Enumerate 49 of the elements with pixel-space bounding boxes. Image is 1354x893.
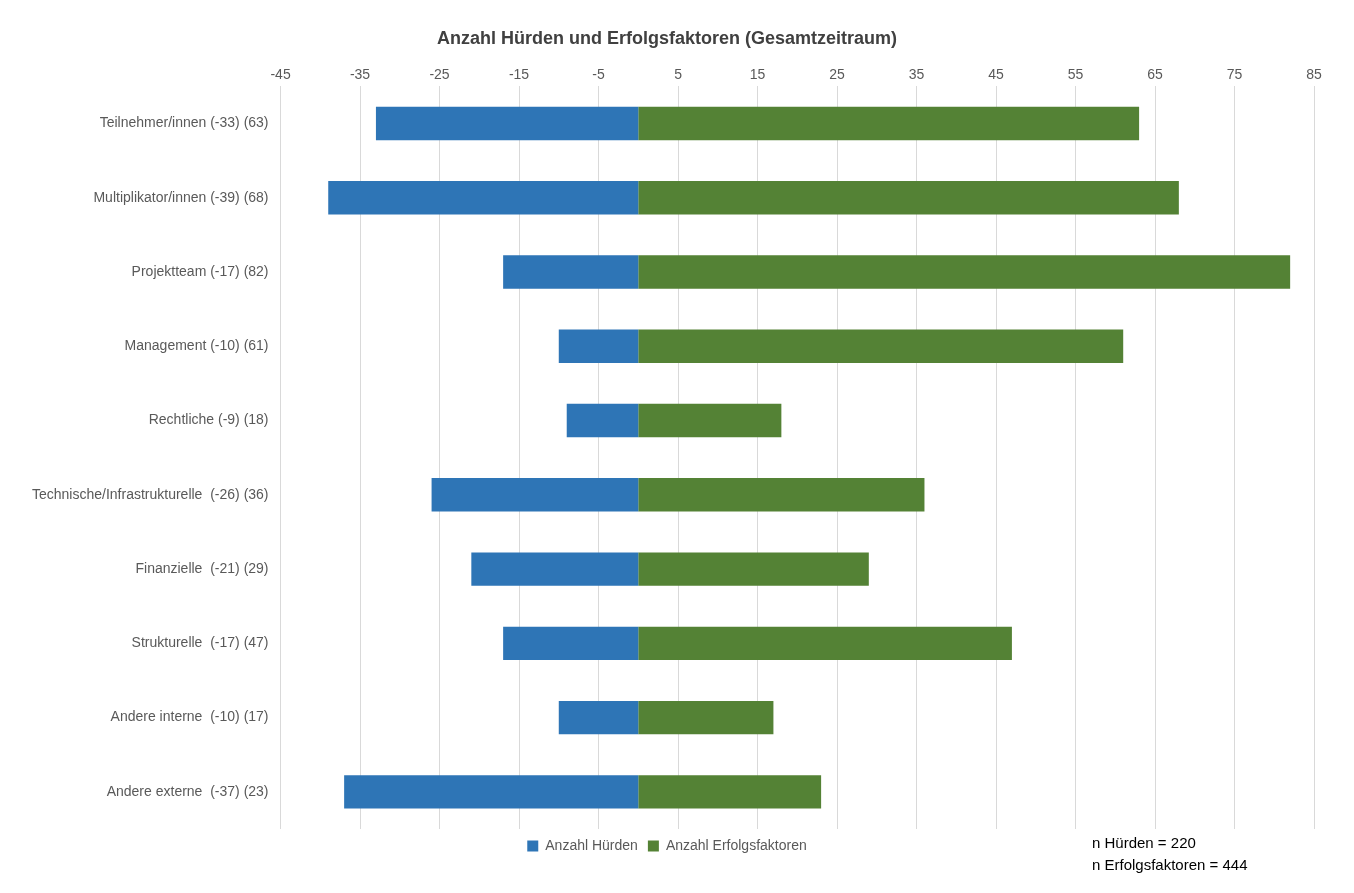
y-tick-label: Rechtliche (-9) (18) [148, 411, 269, 428]
y-tick-label: Andere externe (-37) (23) [106, 782, 269, 799]
x-tick-label: 75 [1226, 65, 1243, 82]
bar [638, 775, 822, 809]
bar [638, 478, 925, 512]
bar [638, 626, 1012, 661]
y-tick-label: Projektteam (-17) (82) [131, 262, 269, 279]
y-tick-label: Strukturelle (-17) (47) [131, 634, 269, 651]
bar [566, 403, 639, 438]
x-tick-label: -25 [429, 65, 450, 82]
x-tick-label: -35 [349, 65, 371, 82]
y-tick-label: Multiplikator/innen (-39) (68) [93, 188, 269, 205]
x-tick-label: 25 [829, 65, 846, 82]
x-tick-label: 15 [749, 65, 766, 82]
bar [503, 255, 639, 289]
bar [638, 329, 1124, 364]
y-tick-label: Management (-10) (61) [124, 337, 269, 354]
bar [328, 181, 639, 215]
text: n Hürden = 220 [1092, 833, 1197, 853]
chart-title: Anzahl Hürden und Erfolgsfaktoren (Gesamtzeitraum) [436, 27, 898, 48]
x-tick-label: 65 [1147, 65, 1163, 82]
y-tick-label: Teilnehmer/innen (-33) (63) [99, 114, 269, 131]
y-tick-label: Andere interne (-10) (17) [110, 708, 269, 725]
y-tick-label: Finanzielle (-21) (29) [135, 559, 269, 576]
x-tick-label: -5 [592, 65, 605, 82]
x-tick-label: -15 [508, 65, 530, 82]
x-tick-label: -45 [270, 65, 291, 82]
bar [431, 478, 639, 512]
bar [638, 106, 1140, 141]
bar [375, 106, 639, 141]
x-tick-label: 85 [1306, 65, 1322, 82]
legend-label: Anzahl Erfolgsfaktoren [665, 836, 807, 853]
text: n Erfolgsfaktoren = 444 [1092, 855, 1248, 875]
x-tick-label: 35 [908, 65, 925, 82]
bar [344, 775, 639, 809]
bar [638, 181, 1179, 215]
bar [638, 403, 782, 438]
bar [558, 700, 639, 735]
x-tick-label: 5 [674, 65, 683, 82]
bar [638, 552, 869, 586]
bar [471, 552, 639, 586]
bar [558, 329, 639, 364]
x-tick-label: 55 [1067, 65, 1084, 82]
bar [503, 626, 639, 661]
y-tick-label: Technische/Infrastrukturelle (-26) (36) [31, 485, 269, 502]
bar [638, 700, 774, 735]
x-tick-label: 45 [988, 65, 1005, 82]
bar [638, 255, 1291, 289]
legend-label: Anzahl Hürden [545, 836, 638, 853]
